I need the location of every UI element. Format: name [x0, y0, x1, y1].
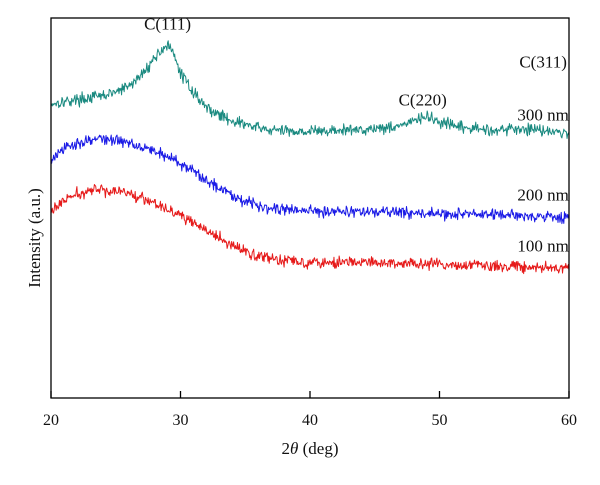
series-line-300-nm [50, 40, 570, 139]
annotation-label: C(220) [399, 90, 447, 109]
annotation-label: 300 nm [517, 106, 568, 125]
ticks-layer: 20 30 40 50 60 [43, 391, 577, 429]
x-tick-label: 20 [43, 412, 59, 429]
annotation-label: C(111) [144, 14, 191, 33]
series-layer [50, 40, 570, 275]
annotation-label: C(311) [519, 52, 567, 71]
series-line-100-nm [50, 184, 570, 275]
annotation-label: 200 nm [517, 185, 568, 204]
x-axis-title-suffix: (deg) [298, 439, 338, 458]
annotation-layer: C(111) C(220) C(311) 300 nm 200 nm 100 nm [144, 14, 569, 255]
x-tick-label: 50 [432, 412, 448, 429]
y-axis-title: Intensity (a.u.) [25, 188, 44, 288]
annotation-label: 100 nm [517, 237, 568, 256]
x-tick-label: 40 [302, 412, 318, 429]
x-tick-label: 60 [561, 412, 577, 429]
x-axis-title-theta: θ [290, 439, 298, 458]
x-axis-title-prefix: 2 [282, 439, 291, 458]
series-line-200-nm [50, 134, 570, 225]
x-tick-label: 30 [173, 412, 189, 429]
x-axis-title: 2θ (deg) [282, 439, 339, 458]
